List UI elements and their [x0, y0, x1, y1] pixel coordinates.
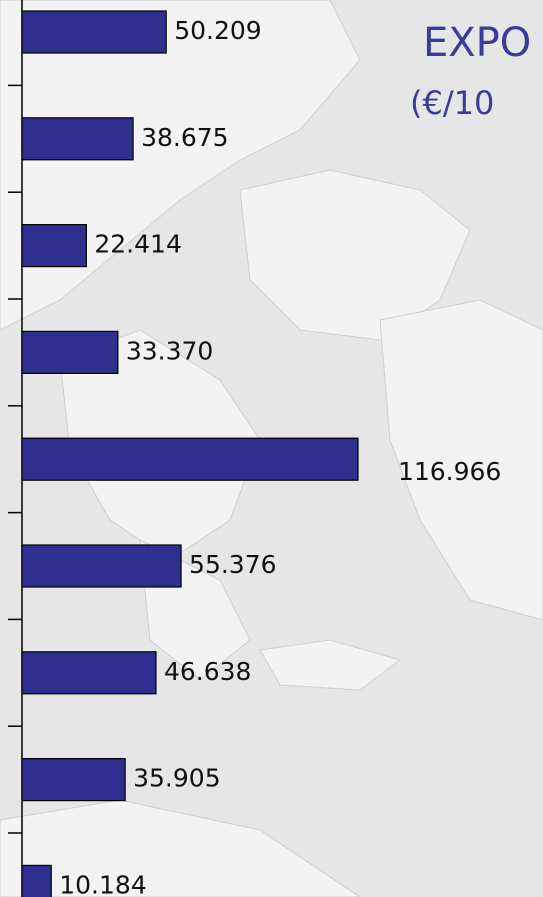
- bar: [21, 757, 126, 802]
- bar: [21, 437, 359, 481]
- bar: [21, 117, 134, 161]
- value-label: 116.966: [398, 457, 501, 486]
- value-label: 38.675: [141, 123, 228, 152]
- value-label: 55.376: [189, 550, 276, 579]
- value-label: 35.905: [133, 764, 220, 793]
- bar: [21, 224, 87, 268]
- bar: [21, 864, 52, 897]
- value-label: 10.184: [59, 870, 146, 897]
- value-label: 33.370: [126, 336, 213, 365]
- bar: [21, 330, 119, 374]
- bar: [21, 651, 157, 695]
- bar: [21, 10, 167, 54]
- value-label: 50.209: [174, 16, 261, 45]
- bar: [21, 544, 182, 588]
- chart-title: EXPO: [423, 20, 531, 66]
- value-label: 22.414: [94, 230, 181, 259]
- value-label: 46.638: [164, 657, 251, 686]
- chart-subtitle: (€/10: [410, 84, 494, 122]
